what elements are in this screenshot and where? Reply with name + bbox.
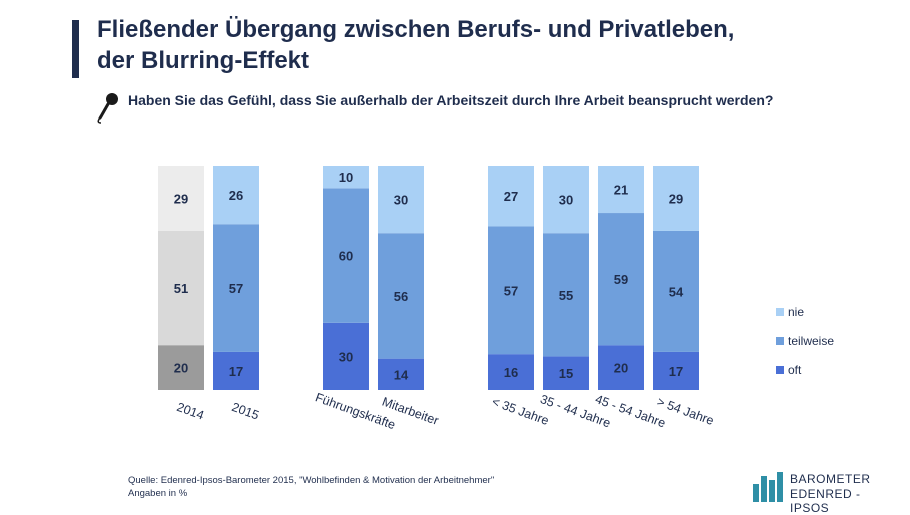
source-line-2: Angaben in % (128, 488, 188, 499)
data-label-35-jahre-oft: 16 (504, 365, 518, 380)
bar-45-54-jahre-nie (598, 166, 644, 214)
bar-35-44-jahre-oft (543, 356, 589, 390)
data-label-mitarbeiter-teilweise: 56 (394, 289, 408, 304)
data-label-führungskräfte-teilweise: 60 (339, 249, 353, 264)
data-label-mitarbeiter-oft: 14 (394, 367, 409, 382)
microphone-icon (97, 93, 118, 124)
bar-2014-nie (158, 166, 204, 231)
bar-35-jahre-nie (488, 166, 534, 227)
legend-swatch-nie (776, 308, 784, 316)
legend-label-oft: oft (788, 363, 802, 377)
bar-54-jahre-teilweise (653, 230, 699, 352)
legend-swatch-oft (776, 366, 784, 374)
x-tick-label-2015: 2015 (230, 400, 261, 423)
bar-45-54-jahre-oft (598, 345, 644, 390)
legend-swatch-teilweise (776, 337, 784, 345)
logo-text-barometer: BAROMETER (790, 472, 871, 486)
logo-text-edenred-ipsos: EDENRED - IPSOS (790, 487, 861, 515)
bar-2014-oft (158, 345, 204, 390)
data-label-35-44-jahre-oft: 15 (559, 366, 573, 381)
data-label-35-jahre-teilweise: 57 (504, 283, 518, 298)
barometer-logo: BAROMETER EDENRED - IPSOS (752, 468, 902, 515)
data-label-45-54-jahre-oft: 20 (614, 361, 628, 376)
survey-question: Haben Sie das Gefühl, dass Sie außerhalb… (128, 92, 774, 108)
data-label-mitarbeiter-nie: 30 (394, 193, 408, 208)
data-label-54-jahre-teilweise: 54 (669, 284, 684, 299)
bar-führungskräfte-oft (323, 322, 369, 390)
bar-mitarbeiter-nie (378, 166, 424, 234)
bar-45-54-jahre-teilweise (598, 213, 644, 346)
bar-führungskräfte-nie (323, 166, 369, 189)
bar-2015-oft (213, 351, 259, 390)
data-label-35-44-jahre-teilweise: 55 (559, 288, 573, 303)
logo-bars-icon (753, 472, 783, 502)
source-note: Quelle: Edenred-Ipsos-Barometer 2015, "W… (128, 474, 494, 500)
data-label-54-jahre-nie: 29 (669, 191, 683, 206)
title-line-2: der Blurring-Effekt (97, 47, 310, 74)
bar-35-jahre-oft (488, 354, 534, 390)
legend-label-teilweise: teilweise (788, 334, 834, 348)
data-label-54-jahre-oft: 17 (669, 364, 683, 379)
title-line-1: Fließender Übergang zwischen Berufs- und… (97, 16, 735, 43)
data-label-2015-oft: 17 (229, 364, 243, 379)
source-line-1: Quelle: Edenred-Ipsos-Barometer 2015, "W… (128, 475, 495, 486)
bar-2015-teilweise (213, 224, 259, 352)
data-label-2015-nie: 26 (229, 188, 243, 203)
data-label-führungskräfte-nie: 10 (339, 170, 353, 185)
bar-2015-nie (213, 166, 259, 225)
data-label-45-54-jahre-nie: 21 (614, 183, 628, 198)
bar-54-jahre-oft (653, 351, 699, 390)
data-label-45-54-jahre-teilweise: 59 (614, 272, 628, 287)
bar-35-44-jahre-teilweise (543, 233, 589, 357)
data-label-2015-teilweise: 57 (229, 281, 243, 296)
bar-mitarbeiter-oft (378, 358, 424, 390)
legend-label-nie: nie (788, 305, 804, 319)
bar-35-jahre-teilweise (488, 226, 534, 355)
bar-35-44-jahre-nie (543, 166, 589, 234)
bar-führungskräfte-teilweise (323, 188, 369, 323)
data-label-2014-teilweise: 51 (174, 281, 188, 296)
bar-2014-teilweise (158, 230, 204, 346)
data-label-führungskräfte-oft: 30 (339, 349, 353, 364)
bar-54-jahre-nie (653, 166, 699, 231)
bar-mitarbeiter-teilweise (378, 233, 424, 359)
x-tick-label-2014: 2014 (175, 400, 206, 423)
data-label-35-44-jahre-nie: 30 (559, 193, 573, 208)
page-title: Fließender Übergang zwischen Berufs- und… (97, 14, 857, 76)
data-label-2014-oft: 20 (174, 361, 188, 376)
data-label-35-jahre-nie: 27 (504, 189, 518, 204)
data-label-2014-nie: 29 (174, 191, 188, 206)
title-accent-bar (72, 20, 79, 78)
